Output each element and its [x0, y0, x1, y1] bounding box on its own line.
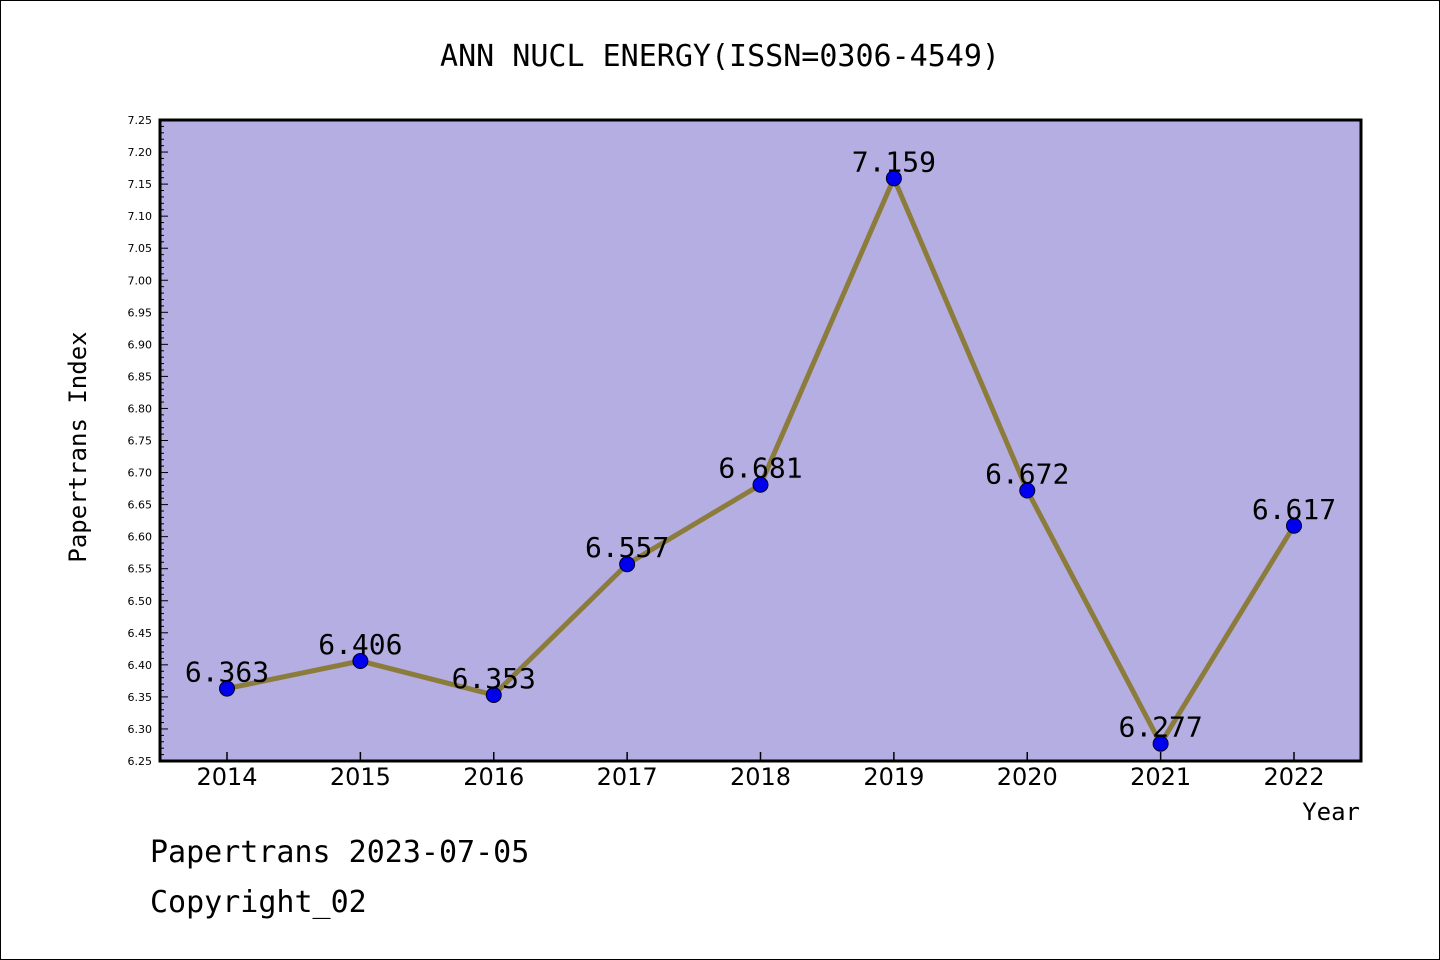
y-tick-label: 6.60 — [128, 531, 153, 544]
data-point — [352, 653, 369, 670]
data-label: 7.159 — [852, 145, 936, 178]
data-label: 6.277 — [1118, 711, 1202, 744]
data-label: 6.617 — [1252, 493, 1336, 526]
x-axis: 2014 2015 2016 2017 2018 2019 2020 2021 2022 — [196, 752, 1325, 791]
x-tick-label: 2021 — [1130, 763, 1191, 791]
data-points — [219, 170, 1302, 752]
data-label: 6.353 — [452, 662, 536, 695]
data-label: 6.557 — [585, 531, 669, 564]
y-tick-label: 6.75 — [128, 435, 153, 448]
y-tick-label: 6.45 — [128, 627, 153, 640]
data-label: 6.681 — [718, 452, 802, 485]
y-tick-label: 6.80 — [128, 402, 153, 415]
y-axis: 6.25 6.30 6.35 6.40 6.45 6.50 6.55 6.60 6.65 6.70… — [128, 114, 168, 768]
y-tick-label: 6.70 — [128, 467, 153, 480]
y-tick-label: 7.25 — [128, 114, 153, 127]
y-tick-label: 6.25 — [128, 755, 153, 768]
chart-title: ANN NUCL ENERGY(ISSN=0306-4549) — [440, 39, 1000, 74]
y-tick-label: 6.55 — [128, 563, 153, 576]
y-tick-label: 6.90 — [128, 338, 153, 351]
y-tick-label: 6.85 — [128, 370, 153, 383]
data-point — [619, 556, 636, 573]
data-label: 6.672 — [985, 457, 1069, 490]
data-point — [1152, 735, 1169, 752]
y-tick-label: 6.65 — [128, 499, 153, 512]
x-tick-label: 2016 — [463, 763, 524, 791]
data-point — [219, 680, 235, 697]
x-tick-label: 2017 — [597, 763, 658, 791]
y-tick-label: 7.15 — [128, 178, 153, 191]
data-point — [885, 170, 902, 187]
y-tick-label: 7.00 — [128, 274, 153, 287]
y-axis-label: Papertrans Index — [64, 331, 92, 562]
data-label: 6.363 — [185, 656, 269, 689]
y-tick-label: 7.05 — [128, 242, 153, 255]
x-tick-label: 2014 — [196, 763, 257, 791]
x-tick-label: 2018 — [730, 763, 791, 791]
footer-copyright-line: Copyright_02 — [150, 885, 367, 920]
y-tick-label: 7.10 — [128, 210, 153, 223]
y-tick-label: 7.20 — [128, 146, 153, 159]
data-point — [752, 476, 769, 493]
y-tick-label: 6.30 — [128, 723, 153, 736]
data-label: 6.406 — [318, 628, 402, 661]
y-tick-label: 6.40 — [128, 659, 153, 672]
data-point — [1286, 517, 1302, 534]
data-labels: 6.363 6.406 6.353 6.557 6.681 7.159 6.672 6.277… — [185, 145, 1336, 743]
y-tick-label: 6.35 — [128, 691, 153, 704]
x-tick-label: 2015 — [330, 763, 391, 791]
data-point — [485, 686, 502, 703]
data-point — [1019, 482, 1036, 499]
x-tick-label: 2022 — [1263, 763, 1324, 791]
x-tick-label: 2019 — [863, 763, 924, 791]
y-tick-label: 6.95 — [128, 306, 153, 319]
footer-date-line: Papertrans 2023-07-05 — [150, 835, 530, 870]
y-tick-label: 6.50 — [128, 595, 153, 608]
x-tick-label: 2020 — [997, 763, 1058, 791]
x-axis-label: Year — [1302, 798, 1360, 826]
